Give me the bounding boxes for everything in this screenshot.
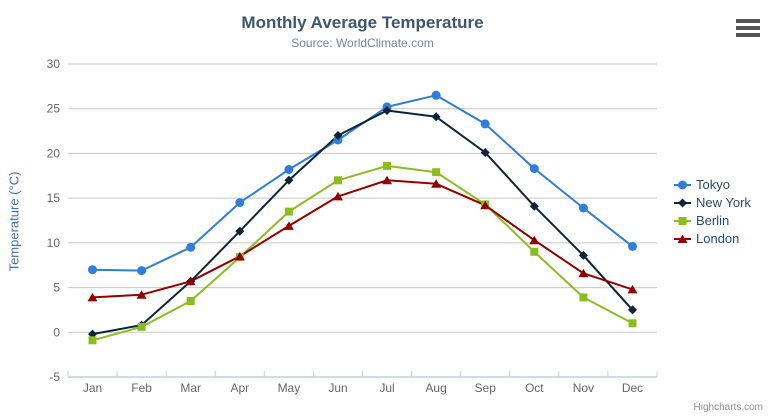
- svg-text:Nov: Nov: [573, 381, 594, 395]
- export-menu-button[interactable]: [735, 18, 761, 38]
- svg-text:10: 10: [47, 236, 61, 250]
- svg-text:Jul: Jul: [379, 381, 394, 395]
- svg-text:May: May: [278, 381, 301, 395]
- svg-text:30: 30: [47, 57, 61, 71]
- svg-text:20: 20: [47, 146, 61, 160]
- hamburger-icon: [736, 33, 760, 37]
- hamburger-icon: [736, 19, 760, 23]
- svg-text:Feb: Feb: [131, 381, 152, 395]
- svg-text:Aug: Aug: [425, 381, 446, 395]
- svg-text:15: 15: [47, 191, 61, 205]
- chart-title: Monthly Average Temperature: [241, 13, 484, 32]
- svg-text:Dec: Dec: [622, 381, 643, 395]
- svg-text:25: 25: [47, 102, 61, 116]
- svg-text:Oct: Oct: [525, 381, 544, 395]
- legend-item-tokyo[interactable]: Tokyo: [674, 177, 751, 192]
- svg-text:Sep: Sep: [475, 381, 497, 395]
- credits-link[interactable]: Highcharts.com: [693, 402, 763, 413]
- legend-label: London: [696, 231, 740, 246]
- svg-text:Jun: Jun: [328, 381, 347, 395]
- legend-item-berlin[interactable]: Berlin: [674, 213, 751, 228]
- legend-item-london[interactable]: London: [674, 231, 751, 246]
- svg-text:0: 0: [53, 325, 60, 339]
- svg-text:-5: -5: [49, 370, 60, 384]
- legend-marker-icon: [674, 198, 691, 207]
- legend-label: Berlin: [696, 213, 730, 228]
- legend-marker-icon: [674, 180, 691, 189]
- svg-text:5: 5: [53, 281, 60, 295]
- legend-item-new-york[interactable]: New York: [674, 195, 751, 210]
- svg-text:Mar: Mar: [180, 381, 201, 395]
- svg-text:Jan: Jan: [83, 381, 102, 395]
- legend-label: Tokyo: [696, 177, 730, 192]
- chart-subtitle: Source: WorldClimate.com: [291, 36, 434, 50]
- legend: Tokyo New York Berlin London: [674, 177, 751, 246]
- legend-marker-icon: [674, 234, 691, 243]
- svg-text:Apr: Apr: [230, 381, 249, 395]
- legend-marker-icon: [674, 216, 691, 225]
- legend-label: New York: [696, 195, 751, 210]
- hamburger-icon: [736, 26, 760, 30]
